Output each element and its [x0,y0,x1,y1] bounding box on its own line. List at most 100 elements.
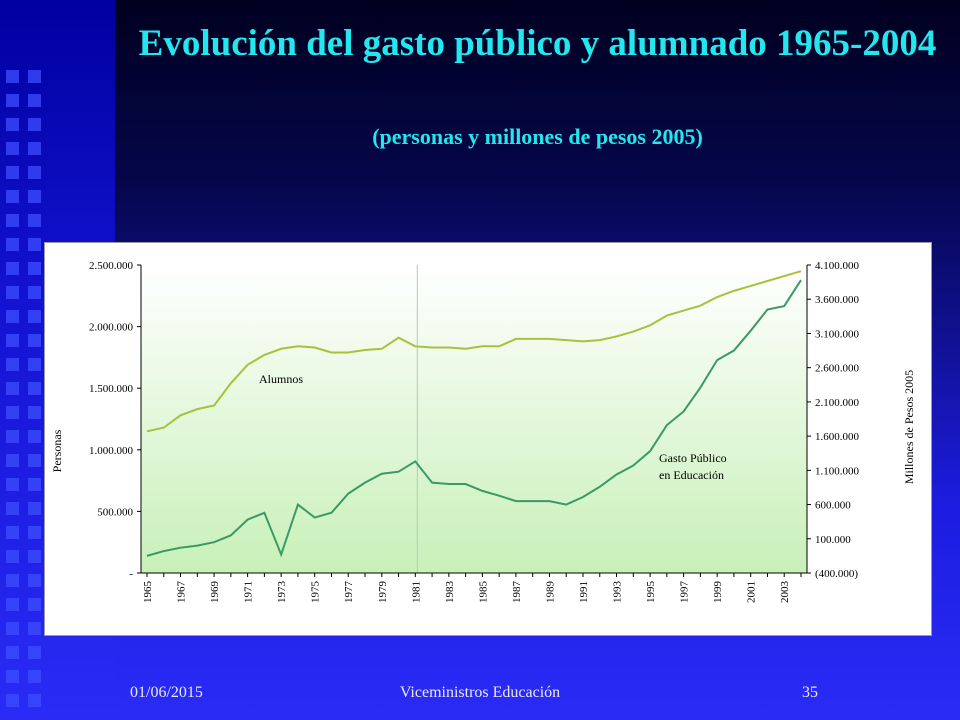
decorative-square [28,574,41,587]
footer-date: 01/06/2015 [130,684,203,701]
decorative-square [6,478,19,491]
decorative-square [6,166,19,179]
decorative-square [28,70,41,83]
decorative-square [28,118,41,131]
decorative-square [28,550,41,563]
decorative-square [28,478,41,491]
decorative-square [28,430,41,443]
x-tick-label: 1987 [511,581,523,604]
decorative-squares [6,0,66,707]
x-tick-label: 1999 [712,581,724,604]
series-label-alumnos: Alumnos [259,372,303,386]
x-tick-label: 1975 [310,581,322,604]
plot-area [141,265,807,573]
decorative-square [28,598,41,611]
decorative-square [6,70,19,83]
decorative-square [6,190,19,203]
decorative-square [28,334,41,347]
decorative-square [6,310,19,323]
decorative-square [28,526,41,539]
decorative-square [6,502,19,515]
x-tick-label: 1973 [276,581,288,604]
y-axis-right-label: Millones de Pesos 2005 [902,370,916,484]
decorative-square [6,646,19,659]
y-axis-left-label: Personas [50,429,64,472]
x-tick-label: 1983 [444,581,456,604]
x-tick-label: 1971 [243,581,255,603]
chart-container: - 500.000 1.000.000 1.500.000 2.000.000 2.500… [44,242,932,636]
decorative-square [6,262,19,275]
series-line-alumnos [146,270,802,433]
slide-number: 35 [802,684,818,701]
series-line-gasto [146,279,802,558]
x-tick-label: 1993 [612,581,624,604]
footer-center-text: Viceministros Educación [399,684,561,701]
y-tick-label-right: 1.100.000 [815,465,860,477]
x-tick-label: 1965 [142,581,154,604]
x-tick-label: 2001 [746,581,758,603]
x-tick-label: 1995 [645,581,657,604]
decorative-square [6,574,19,587]
series-label-gasto-line1: Gasto Público [659,451,727,465]
decorative-square [28,142,41,155]
x-tick-label: 1985 [477,581,489,604]
x-tick-label: 1969 [209,581,221,604]
decorative-square [6,94,19,107]
y-tick-label-right: 2.100.000 [815,397,860,409]
decorative-square [6,238,19,251]
decorative-square [6,670,19,683]
decorative-square [6,550,19,563]
decorative-square [6,694,19,707]
decorative-square [6,358,19,371]
x-tick-label: 1977 [343,581,355,604]
series-label-gasto-line2: en Educación [659,468,724,482]
x-tick-label: 1989 [544,581,556,604]
decorative-square [28,406,41,419]
decorative-square [6,118,19,131]
y-tick-label-right: 600.000 [815,500,851,512]
y-tick-label-left: 500.000 [97,506,133,518]
decorative-square [28,646,41,659]
y-tick-label-right: 3.600.000 [815,294,860,306]
y-tick-label-right: 2.600.000 [815,363,860,375]
decorative-square [6,334,19,347]
decorative-square [6,622,19,635]
x-tick-label: 1997 [679,581,691,604]
y-tick-label-right: 4.100.000 [815,260,860,272]
decorative-square [28,214,41,227]
decorative-square [28,94,41,107]
decorative-square [28,286,41,299]
decorative-square [28,454,41,467]
decorative-square [6,286,19,299]
decorative-square [28,670,41,683]
decorative-square [6,526,19,539]
x-tick-label: 2003 [779,581,791,604]
decorative-square [6,406,19,419]
line-chart: - 500.000 1.000.000 1.500.000 2.000.000 2.500… [50,260,916,604]
y-tick-label-left: 1.500.000 [89,383,134,395]
slide-subtitle: (personas y millones de pesos 2005) [372,124,703,149]
decorative-square [28,238,41,251]
decorative-square [6,454,19,467]
x-tick-label: 1967 [176,581,188,604]
y-tick-label-left: 2.500.000 [89,260,134,272]
decorative-square [6,382,19,395]
y-tick-label-left: 1.000.000 [89,445,134,457]
x-tick-label: 1991 [578,581,590,603]
slide-title: Evolución del gasto público y alumnado 1… [138,23,937,64]
decorative-square [28,622,41,635]
decorative-square [6,430,19,443]
decorative-square [28,190,41,203]
decorative-square [6,214,19,227]
y-tick-label-right: 100.000 [815,534,851,546]
decorative-square [6,598,19,611]
y-tick-label-right: 3.100.000 [815,328,860,340]
decorative-square [28,694,41,707]
decorative-square [6,142,19,155]
y-tick-label-right: (400.000) [815,568,858,580]
decorative-square [28,166,41,179]
y-tick-label-left: 2.000.000 [89,322,134,334]
x-tick-label: 1979 [377,581,389,604]
decorative-square [28,262,41,275]
x-tick-label: 1981 [410,581,422,603]
